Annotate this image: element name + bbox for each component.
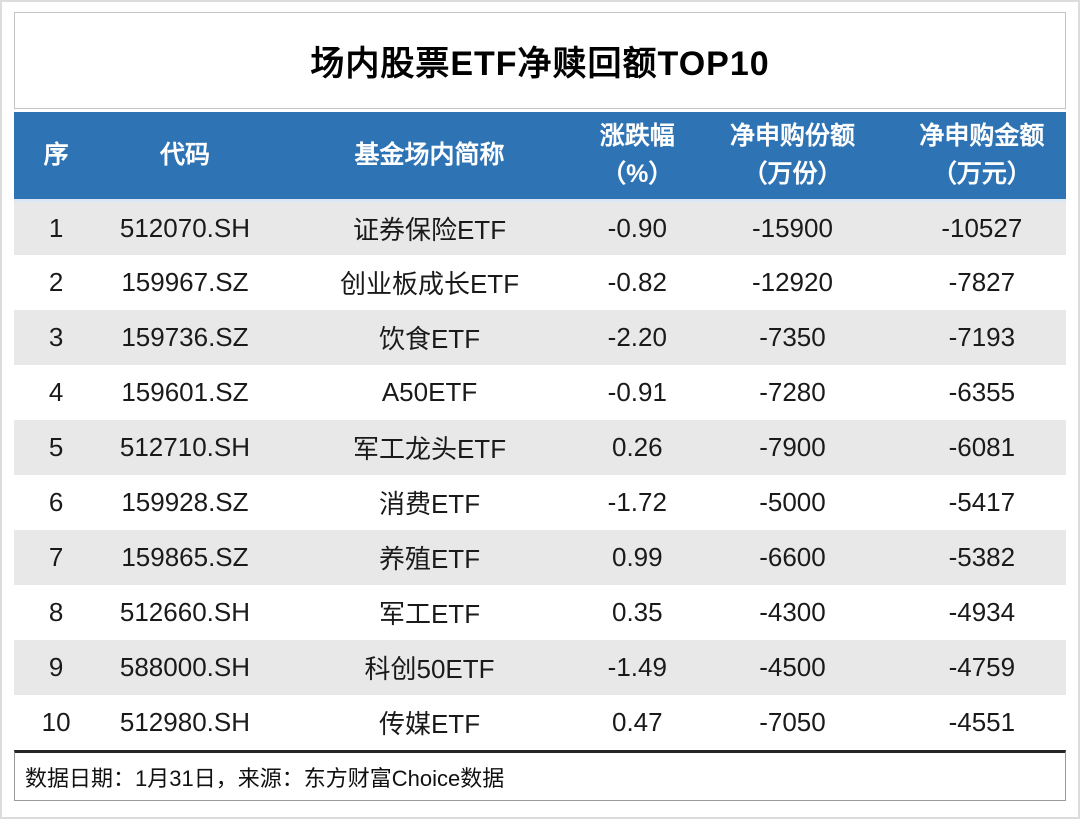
- col-header-net-amount: 净申购金额 （万元）: [898, 112, 1066, 200]
- cell-rank: 9: [48, 652, 64, 682]
- cell-rank: 5: [48, 432, 64, 462]
- col-header-label: 代码: [159, 140, 210, 169]
- cell-net-amount: -5382: [948, 542, 1016, 572]
- table-row: 7 159865.SZ 养殖ETF 0.99 -6600 -5382: [14, 530, 1066, 585]
- table-row: 2 159967.SZ 创业板成长ETF -0.82 -12920 -7827: [14, 255, 1066, 310]
- col-header-label: 净申购金额: [919, 121, 1045, 150]
- col-header-unit: （万份）: [742, 160, 843, 189]
- col-header-change-pct: 涨跌幅 （%）: [587, 112, 687, 200]
- col-header-code: 代码: [98, 112, 272, 200]
- table-row: 8 512660.SH 军工ETF 0.35 -4300 -4934: [14, 585, 1066, 640]
- cell-name: 科创50ETF: [364, 654, 495, 684]
- cell-name: 消费ETF: [378, 489, 481, 519]
- cell-net-shares: -7280: [759, 377, 826, 407]
- cell-name: 创业板成长ETF: [339, 269, 520, 299]
- cell-net-shares: -5000: [759, 487, 826, 517]
- table-row: 1 512070.SH 证券保险ETF -0.90 -15900 -10527: [14, 200, 1066, 255]
- table-header: 序 代码 基金场内简称 涨跌幅 （%） 净申购份额 （万份） 净申购金额: [14, 112, 1066, 200]
- cell-net-shares: -7350: [759, 322, 826, 352]
- cell-code: 512710.SH: [119, 432, 250, 462]
- cell-name: 军工ETF: [378, 599, 481, 629]
- cell-rank: 6: [48, 487, 64, 517]
- cell-code: 159928.SZ: [121, 487, 249, 517]
- cell-rank: 8: [48, 597, 64, 627]
- cell-net-amount: -4934: [948, 597, 1016, 627]
- cell-code: 512980.SH: [119, 707, 250, 737]
- cell-name: 军工龙头ETF: [352, 434, 507, 464]
- cell-code: 159865.SZ: [121, 542, 249, 572]
- cell-net-amount: -10527: [941, 212, 1023, 243]
- cell-net-shares: -4300: [759, 597, 826, 627]
- col-header-rank: 序: [14, 112, 98, 200]
- cell-code: 512070.SH: [119, 212, 250, 243]
- cell-code: 159601.SZ: [121, 377, 249, 407]
- cell-name: A50ETF: [381, 377, 478, 407]
- cell-change-pct: -0.91: [607, 377, 667, 407]
- cell-net-shares: -7050: [759, 707, 826, 737]
- table-row: 10 512980.SH 传媒ETF 0.47 -7050 -4551: [14, 695, 1066, 750]
- cell-name: 传媒ETF: [378, 709, 481, 739]
- cell-code: 159736.SZ: [121, 322, 249, 352]
- cell-net-shares: -6600: [759, 542, 826, 572]
- cell-code: 512660.SH: [119, 597, 250, 627]
- etf-redemption-table: 序 代码 基金场内简称 涨跌幅 （%） 净申购份额 （万份） 净申购金额: [14, 112, 1066, 750]
- cell-net-shares: -4500: [759, 652, 826, 682]
- col-header-net-shares: 净申购份额 （万份）: [687, 112, 897, 200]
- cell-rank: 4: [48, 377, 64, 407]
- title-box: 场内股票ETF净赎回额TOP10: [14, 12, 1066, 109]
- col-header-unit: （万元）: [931, 160, 1032, 189]
- page-title: 场内股票ETF净赎回额TOP10: [310, 45, 770, 83]
- cell-change-pct: 0.26: [611, 432, 663, 462]
- cell-change-pct: -0.90: [607, 212, 667, 243]
- col-header-name: 基金场内简称: [272, 112, 588, 200]
- cell-code: 159967.SZ: [121, 267, 249, 297]
- cell-net-amount: -4759: [948, 652, 1016, 682]
- cell-change-pct: -1.72: [607, 487, 667, 517]
- table-row: 4 159601.SZ A50ETF -0.91 -7280 -6355: [14, 365, 1066, 420]
- cell-net-amount: -7827: [948, 267, 1016, 297]
- cell-rank: 7: [48, 542, 64, 572]
- cell-rank: 1: [48, 212, 64, 243]
- cell-change-pct: 0.35: [611, 597, 663, 627]
- cell-net-amount: -6355: [948, 377, 1016, 407]
- table-row: 5 512710.SH 军工龙头ETF 0.26 -7900 -6081: [14, 420, 1066, 475]
- col-header-label: 涨跌幅: [599, 121, 675, 150]
- cell-name: 养殖ETF: [378, 544, 481, 574]
- header-row: 序 代码 基金场内简称 涨跌幅 （%） 净申购份额 （万份） 净申购金额: [14, 112, 1066, 200]
- cell-rank: 3: [48, 322, 64, 352]
- col-header-label: 净申购份额: [729, 121, 855, 150]
- col-header-unit: （%）: [601, 160, 674, 189]
- table-row: 9 588000.SH 科创50ETF -1.49 -4500 -4759: [14, 640, 1066, 695]
- cell-net-shares: -7900: [759, 432, 826, 462]
- data-source-note: 数据日期：1月31日，来源：东方财富Choice数据: [25, 765, 505, 791]
- cell-code: 588000.SH: [119, 652, 250, 682]
- table-row: 3 159736.SZ 饮食ETF -2.20 -7350 -7193: [14, 310, 1066, 365]
- cell-net-shares: -12920: [751, 267, 833, 297]
- cell-net-amount: -5417: [948, 487, 1016, 517]
- cell-change-pct: 0.99: [611, 542, 663, 572]
- cell-net-shares: -15900: [751, 212, 833, 243]
- cell-change-pct: -1.49: [607, 652, 667, 682]
- cell-rank: 10: [41, 707, 71, 737]
- table-row: 6 159928.SZ 消费ETF -1.72 -5000 -5417: [14, 475, 1066, 530]
- cell-change-pct: 0.47: [611, 707, 663, 737]
- cell-net-amount: -6081: [948, 432, 1016, 462]
- cell-change-pct: -2.20: [607, 322, 667, 352]
- cell-rank: 2: [48, 267, 64, 297]
- table-body: 1 512070.SH 证券保险ETF -0.90 -15900 -10527 2 15996…: [14, 200, 1066, 750]
- cell-name: 证券保险ETF: [352, 214, 507, 245]
- col-header-label: 基金场内简称: [354, 140, 505, 169]
- col-header-label: 序: [43, 140, 69, 169]
- cell-net-amount: -7193: [948, 322, 1016, 352]
- cell-net-amount: -4551: [948, 707, 1016, 737]
- cell-change-pct: -0.82: [607, 267, 667, 297]
- cell-name: 饮食ETF: [378, 324, 481, 354]
- footer-note-bar: 数据日期：1月31日，来源：东方财富Choice数据: [14, 750, 1066, 801]
